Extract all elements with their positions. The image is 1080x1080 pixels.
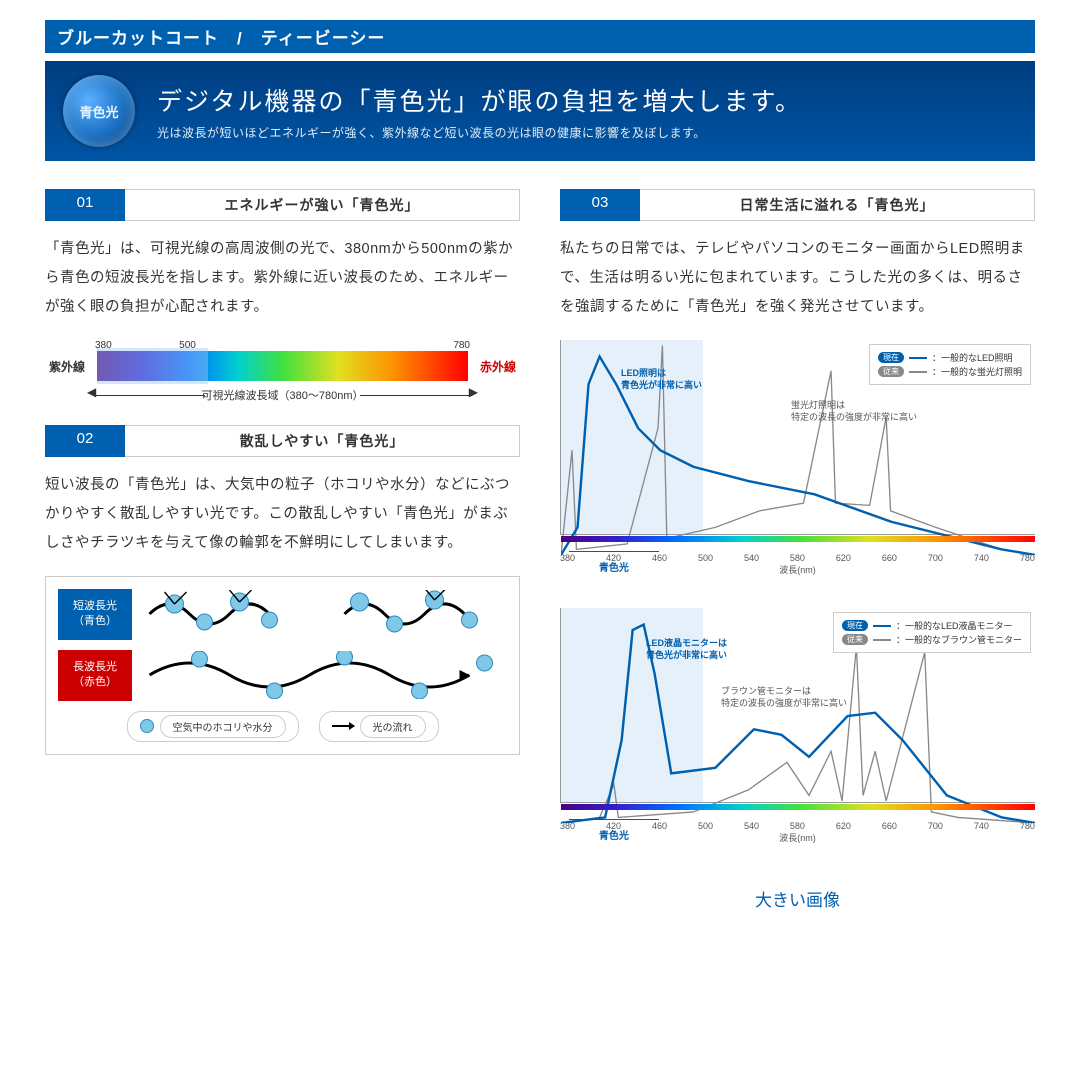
section-01-text: 「青色光」は、可視光線の高周波側の光で、380nmから500nmの紫から青色の短… <box>45 235 520 322</box>
section-02-header: 02 散乱しやすい「青色光」 <box>45 425 520 457</box>
blue-light-range-label: 青色光 <box>599 559 629 574</box>
section-01-header: 01 エネルギーが強い「青色光」 <box>45 189 520 221</box>
spectrum-diagram: 380 500 780 紫外線 赤外線 ◀可視光線波長域（380～780nm）▶ <box>45 340 520 403</box>
section-title: エネルギーが強い「青色光」 <box>125 189 520 221</box>
hero-badge: 青色光 <box>63 75 135 147</box>
ir-label: 赤外線 <box>476 358 520 375</box>
top-bar: ブルーカットコート / ティービーシー <box>45 20 1035 53</box>
particle-icon <box>140 719 154 733</box>
scatter-diagram: 短波長光（青色） 長波長光（赤色） <box>45 576 520 755</box>
chart-lighting: LED照明は青色光が非常に高い 蛍光灯照明は特定の波長の強度が非常に高い 現在：… <box>560 340 1035 535</box>
chart-legend: 現在：一般的なLED照明 従来：一般的な蛍光灯照明 <box>869 344 1031 385</box>
chart-xlabel: 波長(nm) <box>560 831 1035 844</box>
spectrum-tick: 780 <box>453 340 470 351</box>
arrow-icon <box>332 725 354 727</box>
hero-banner: 青色光 デジタル機器の「青色光」が眼の負担を増大します。 光は波長が短いほどエネ… <box>45 61 1035 161</box>
section-title: 散乱しやすい「青色光」 <box>125 425 520 457</box>
section-03-header: 03 日常生活に溢れる「青色光」 <box>560 189 1035 221</box>
spectrum-caption: ◀可視光線波長域（380～780nm）▶ <box>45 387 520 403</box>
scatter-red-label: 長波長光（赤色） <box>58 650 132 701</box>
scatter-blue-label: 短波長光（青色） <box>58 589 132 640</box>
scatter-legend: 空気中のホコリや水分 光の流れ <box>58 711 507 742</box>
chart-legend: 現在：一般的なLED液晶モニター 従来：一般的なブラウン管モニター <box>833 612 1031 653</box>
blue-light-range-label: 青色光 <box>599 827 629 842</box>
large-image-link[interactable]: 大きい画像 <box>560 886 1035 911</box>
section-03-text: 私たちの日常では、テレビやパソコンのモニター画面からLED照明まで、生活は明るい… <box>560 235 1035 322</box>
hero-title: デジタル機器の「青色光」が眼の負担を増大します。 <box>157 82 1017 118</box>
right-column: 03 日常生活に溢れる「青色光」 私たちの日常では、テレビやパソコンのモニター画… <box>560 189 1035 911</box>
left-column: 01 エネルギーが強い「青色光」 「青色光」は、可視光線の高周波側の光で、380… <box>45 189 520 911</box>
scatter-blue-visual <box>142 590 507 638</box>
hero-subtitle: 光は波長が短いほどエネルギーが強く、紫外線など短い波長の光は眼の健康に影響を及ぼ… <box>157 124 1017 141</box>
chart-annotation: LED液晶モニターは青色光が非常に高い <box>646 638 727 661</box>
section-number: 02 <box>45 425 125 457</box>
chart-annotation: LED照明は青色光が非常に高い <box>621 368 702 391</box>
uv-label: 紫外線 <box>45 358 89 375</box>
chart-xlabel: 波長(nm) <box>560 563 1035 576</box>
chart-annotation: 蛍光灯照明は特定の波長の強度が非常に高い <box>791 400 917 423</box>
section-number: 01 <box>45 189 125 221</box>
spectrum-bar <box>97 351 468 381</box>
section-02-text: 短い波長の「青色光」は、大気中の粒子（ホコリや水分）などにぶつかりやすく散乱しや… <box>45 471 520 558</box>
chart-annotation: ブラウン管モニターは特定の波長の強度が非常に高い <box>721 686 847 709</box>
scatter-red-visual <box>142 651 507 699</box>
section-number: 03 <box>560 189 640 221</box>
section-title: 日常生活に溢れる「青色光」 <box>640 189 1035 221</box>
chart-monitor: LED液晶モニターは青色光が非常に高い ブラウン管モニターは特定の波長の強度が非… <box>560 608 1035 803</box>
